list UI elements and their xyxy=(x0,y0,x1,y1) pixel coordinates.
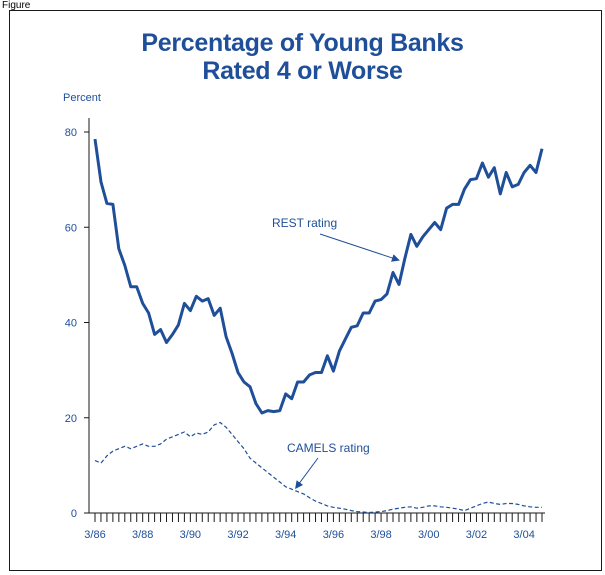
camels-rating-line xyxy=(94,421,542,514)
x-tick-label: 3/86 xyxy=(84,529,105,541)
x-tick-label: 3/96 xyxy=(323,529,344,541)
rest-rating-line xyxy=(93,138,544,415)
x-tick-label: 3/04 xyxy=(513,529,534,541)
chart-title-line1: Percentage of Young Banks xyxy=(141,29,464,57)
y-tick-label: 60 xyxy=(65,222,77,234)
y-tick-label: 40 xyxy=(65,318,77,330)
x-tick-label: 3/90 xyxy=(180,529,201,541)
x-tick-label: 3/88 xyxy=(132,529,153,541)
rest-rating-annotation: REST rating xyxy=(272,216,337,230)
y-tick-label: 0 xyxy=(71,508,77,520)
y-axis-label: Percent xyxy=(63,92,101,104)
rest-rating-arrow xyxy=(319,233,400,262)
axes xyxy=(88,118,545,514)
annotations: REST rating CAMELS rating xyxy=(272,216,400,489)
x-tick-label: 3/92 xyxy=(227,529,248,541)
x-ticks: 3/86 3/88 3/90 3/92 3/94 3/96 3/98 3/00 3/02 3/04 xyxy=(84,513,543,541)
x-tick-label: 3/94 xyxy=(275,529,296,541)
figure-label: Figure xyxy=(2,0,31,11)
camels-rating-annotation: CAMELS rating xyxy=(287,441,370,455)
series-group xyxy=(93,138,544,514)
x-tick-label: 3/00 xyxy=(418,529,439,541)
camels-rating-arrow xyxy=(295,457,319,489)
x-tick-label: 3/02 xyxy=(466,529,487,541)
y-tick-label: 80 xyxy=(65,127,77,139)
chart-frame xyxy=(9,10,602,571)
y-tick-label: 20 xyxy=(65,413,77,425)
y-ticks: 0 20 40 60 80 xyxy=(65,127,89,520)
x-tick-label: 3/98 xyxy=(370,529,391,541)
chart-title-line2: Rated 4 or Worse xyxy=(202,57,403,85)
